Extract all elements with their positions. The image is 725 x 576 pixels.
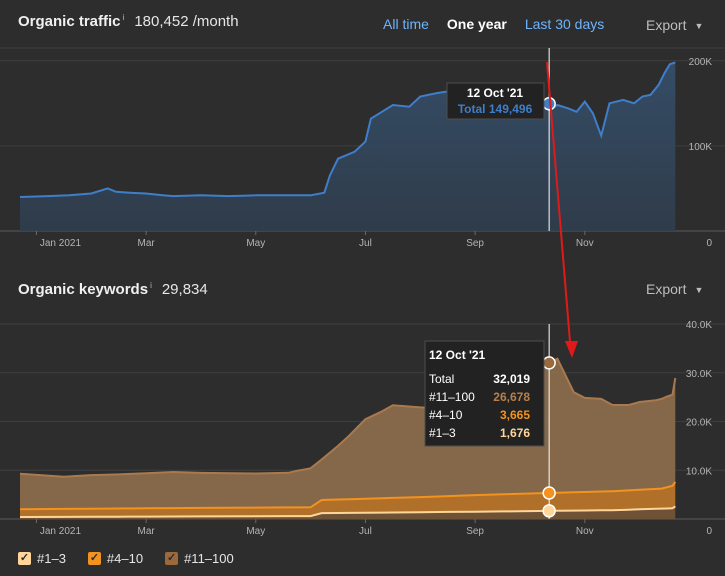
traffic-x-tick-label: May	[246, 238, 265, 249]
traffic-header: Organic traffic i 180,452 /month	[18, 13, 239, 30]
traffic-info-icon[interactable]: i	[122, 13, 125, 22]
keywords-x-tick-label: May	[246, 526, 265, 537]
keywords-gridlines	[0, 323, 725, 520]
traffic-area	[20, 62, 676, 231]
keywords-tooltip-row-value: 26,678	[493, 390, 530, 404]
traffic-title: Organic traffic	[18, 13, 121, 30]
traffic-value: 180,452 /month	[134, 13, 239, 30]
checkbox-check-icon[interactable]: ✓	[165, 552, 179, 565]
legend-item-11-100[interactable]: ✓ #11–100	[165, 551, 234, 566]
traffic-export-button[interactable]: Export ▼	[646, 17, 703, 33]
traffic-y-tick-label: 0	[706, 238, 712, 249]
legend-item-4-10[interactable]: ✓ #4–10	[87, 551, 144, 566]
keywords-tooltip: 12 Oct '21 Total 32,019 #11–100 26,678 #4–10…	[424, 340, 545, 447]
traffic-x-tick-label: Nov	[576, 238, 594, 249]
keywords-area-4-10	[20, 481, 676, 517]
keywords-legend: ✓ #1–3 ✓ #4–10 ✓ #11–100	[18, 551, 256, 566]
keywords-hover-point-11-100	[542, 356, 556, 370]
keywords-tooltip-row-label: #4–10	[429, 408, 463, 422]
tab-last-30-days[interactable]: Last 30 days	[524, 16, 605, 32]
chevron-down-icon: ▼	[694, 285, 704, 295]
tab-all-time[interactable]: All time	[383, 16, 429, 32]
traffic-export-label: Export	[646, 17, 687, 33]
keywords-value: 29,834	[161, 281, 208, 298]
keywords-x-axis: Jan 2021 Mar May Jul Sep Nov	[35, 519, 594, 537]
keywords-header: Organic keywords i 29,834	[18, 281, 208, 298]
keywords-x-tick-label: Jan 2021	[40, 526, 82, 537]
traffic-tooltip-total-value: 149,496	[489, 102, 533, 116]
keywords-tooltip-row-value: 1,676	[500, 426, 530, 440]
traffic-tooltip-total: Total 149,496	[458, 102, 533, 116]
traffic-x-tick-label: Mar	[137, 238, 155, 249]
chevron-down-icon: ▼	[694, 21, 704, 31]
keywords-y-tick-label: 0	[706, 526, 712, 537]
legend-label-4-10: #4–10	[106, 551, 144, 566]
legend-label-11-100: #11–100	[184, 551, 234, 566]
range-tabs: All time One year Last 30 days	[383, 16, 622, 32]
traffic-tooltip-total-label: Total	[458, 102, 486, 116]
checkbox-check-icon[interactable]: ✓	[18, 552, 31, 565]
keywords-info-icon[interactable]: i	[150, 281, 152, 290]
keywords-hover-point-4-10	[542, 486, 556, 500]
traffic-line	[19, 61, 676, 198]
keywords-line-4-10	[19, 481, 677, 511]
keywords-y-axis: 40.0K 30.0K 20.0K 10.0K 0	[686, 320, 713, 537]
traffic-y-tick-label: 200K	[689, 57, 713, 68]
keywords-hover-point-1-3	[542, 504, 556, 518]
keywords-title: Organic keywords	[18, 281, 149, 298]
keywords-tooltip-date: 12 Oct '21	[429, 348, 486, 362]
keywords-tooltip-row-label: #1–3	[429, 426, 456, 440]
traffic-gridlines	[0, 47, 725, 232]
keywords-x-tick-label: Sep	[466, 526, 484, 537]
traffic-y-tick-label: 100K	[689, 142, 713, 153]
traffic-x-tick-label: Jul	[359, 238, 372, 249]
keywords-line-1-3	[19, 505, 676, 518]
traffic-x-tick-label: Sep	[466, 238, 484, 249]
tab-one-year[interactable]: One year	[446, 16, 507, 32]
keywords-export-label: Export	[646, 281, 687, 297]
keywords-x-tick-label: Mar	[137, 526, 155, 537]
keywords-area-11-100	[20, 358, 676, 510]
keywords-y-tick-label: 40.0K	[686, 320, 712, 331]
keywords-tooltip-row-value: 3,665	[500, 408, 530, 422]
annotation-arrow	[546, 61, 578, 358]
keywords-tooltip-row-value: 32,019	[493, 372, 530, 386]
legend-item-1-3[interactable]: ✓ #1–3	[18, 551, 66, 566]
keywords-x-tick-label: Jul	[359, 526, 372, 537]
keywords-export-button[interactable]: Export ▼	[646, 281, 703, 297]
traffic-hover-point	[542, 97, 556, 111]
keywords-line-11-100	[19, 357, 677, 478]
keywords-y-tick-label: 20.0K	[686, 418, 712, 429]
traffic-x-tick-label: Jan 2021	[40, 238, 82, 249]
keywords-x-tick-label: Nov	[576, 526, 594, 537]
traffic-tooltip: 12 Oct '21 Total 149,496	[446, 82, 545, 120]
traffic-tooltip-date: 12 Oct '21	[467, 86, 524, 100]
keywords-tooltip-row-label: Total	[429, 372, 454, 386]
keywords-y-tick-label: 30.0K	[686, 369, 712, 380]
checkbox-check-icon[interactable]: ✓	[87, 552, 101, 565]
keywords-area-1-3	[20, 506, 676, 519]
traffic-y-axis: 200K 100K 0	[689, 57, 713, 249]
traffic-x-axis: Jan 2021 Mar May Jul Sep Nov	[35, 231, 594, 249]
legend-label-1-3: #1–3	[37, 551, 66, 566]
keywords-y-tick-label: 10.0K	[686, 466, 712, 477]
keywords-tooltip-row-label: #11–100	[429, 390, 475, 404]
